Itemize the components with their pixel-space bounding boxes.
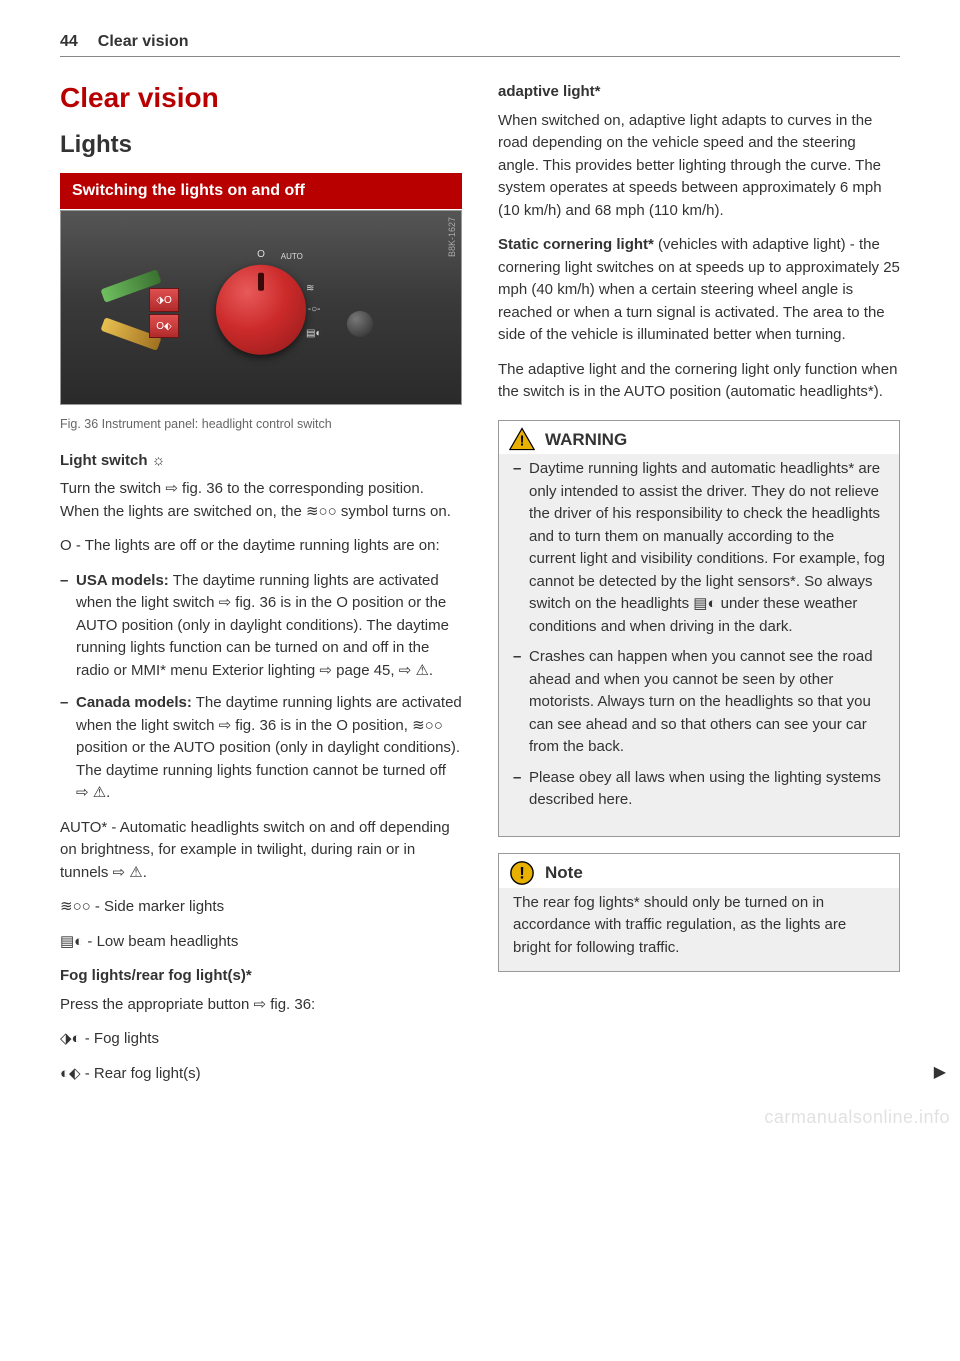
body-text: Static cornering light* (vehicles with a… <box>498 234 900 347</box>
warning-header: ! WARNING <box>499 421 899 455</box>
warning-title: WARNING <box>545 427 627 453</box>
note-body: The rear fog lights* should only be turn… <box>499 888 899 972</box>
continue-arrow-icon: ▶ <box>934 1061 946 1085</box>
side-marker-line: ≋○○ - Side marker lights <box>60 896 462 919</box>
fog-button-rear: O⬖ <box>149 314 179 338</box>
list-item: Crashes can happen when you cannot see t… <box>513 646 885 759</box>
figure-caption: Fig. 36 Instrument panel: headlight cont… <box>60 415 462 434</box>
dial-label-off: O <box>257 246 265 261</box>
fog-lights-line: ⬗◐ - Fog lights <box>60 1028 462 1051</box>
model-list: USA models: The daytime running lights a… <box>60 570 462 805</box>
rear-fog-line: ◐⬖ - Rear fog light(s) <box>60 1063 462 1086</box>
dial-mark: ≋ <box>306 280 314 295</box>
right-column: adaptive light* When switched on, adapti… <box>498 77 900 1097</box>
section-title: Clear vision <box>60 77 462 119</box>
body-text: Turn the switch ⇨ fig. 36 to the corresp… <box>60 478 462 523</box>
svg-text:!: ! <box>520 434 525 450</box>
canada-label: Canada models: <box>76 694 192 711</box>
body-text: Press the appropriate button ⇨ fig. 36: <box>60 994 462 1017</box>
topic-bar: Switching the lights on and off <box>60 173 462 209</box>
warning-list: Daytime running lights and automatic hea… <box>513 458 885 812</box>
figure-code: B8K-1627 <box>446 217 460 257</box>
dimmer-button <box>347 311 373 337</box>
note-title: Note <box>545 860 583 886</box>
list-item: USA models: The daytime running lights a… <box>60 570 462 683</box>
page-number: 44 <box>60 30 78 54</box>
low-beam-line: ▤◐ - Low beam headlights <box>60 931 462 954</box>
static-cornering-label: Static cornering light* <box>498 236 654 253</box>
manual-page: 44 Clear vision Clear vision Lights Swit… <box>0 0 960 1137</box>
body-text: AUTO* - Automatic headlights switch on a… <box>60 817 462 885</box>
subsection-title: Lights <box>60 127 462 163</box>
figure-36: ⬗O O⬖ O AUTO ≋ -○- ▤◐ B8K-1627 <box>60 210 462 405</box>
note-icon: ! <box>509 860 535 886</box>
running-header: Clear vision <box>98 30 189 54</box>
warning-body: Daytime running lights and automatic hea… <box>499 454 899 836</box>
dial-mark: ▤◐ <box>306 325 322 340</box>
dial-knob <box>216 264 306 354</box>
fog-button-front: ⬗O <box>149 288 179 312</box>
list-item: Canada models: The daytime running light… <box>60 692 462 805</box>
light-switch-heading: Light switch ☼ <box>60 450 462 473</box>
fog-heading: Fog lights/rear fog light(s)* <box>60 965 462 988</box>
dial-mark: -○- <box>308 302 321 317</box>
fog-buttons: ⬗O O⬖ <box>149 288 179 340</box>
svg-text:!: ! <box>519 863 525 882</box>
body-text: O - The lights are off or the daytime ru… <box>60 535 462 558</box>
dial-label-auto: AUTO <box>281 250 303 262</box>
warning-box: ! WARNING Daytime running lights and aut… <box>498 420 900 837</box>
page-header: 44 Clear vision <box>60 30 900 57</box>
headlight-dial: O AUTO ≋ -○- ▤◐ <box>216 264 306 354</box>
dial-indicator <box>258 272 264 290</box>
list-item: Please obey all laws when using the ligh… <box>513 767 885 812</box>
note-header: ! Note <box>499 854 899 888</box>
list-item: Daytime running lights and automatic hea… <box>513 458 885 638</box>
usa-label: USA models: <box>76 572 169 589</box>
body-text: When switched on, adaptive light adapts … <box>498 110 900 223</box>
adaptive-heading: adaptive light* <box>498 81 900 104</box>
body-text: The adaptive light and the cornering lig… <box>498 359 900 404</box>
note-box: ! Note The rear fog lights* should only … <box>498 853 900 973</box>
watermark: carmanualsonline.info <box>764 1104 950 1131</box>
content-columns: Clear vision Lights Switching the lights… <box>60 77 900 1097</box>
left-column: Clear vision Lights Switching the lights… <box>60 77 462 1097</box>
warning-icon: ! <box>509 427 535 451</box>
